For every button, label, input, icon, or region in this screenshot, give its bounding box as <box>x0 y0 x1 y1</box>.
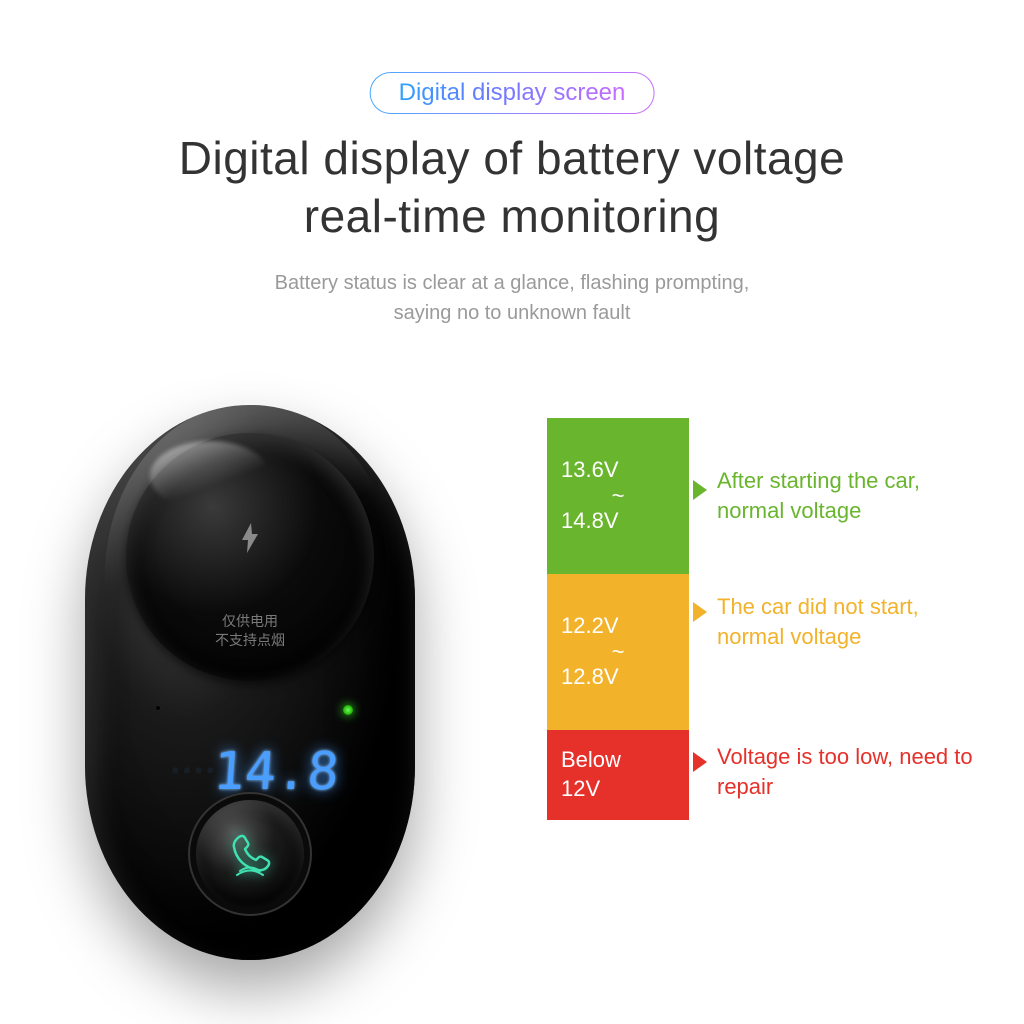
feature-badge-text: Digital display screen <box>399 79 626 106</box>
subheading: Battery status is clear at a glance, fla… <box>0 268 1024 328</box>
voltage-caption: Voltage is too low, need to repair <box>717 742 977 801</box>
voltage-range-bottom: 12.8V <box>561 663 675 692</box>
call-button <box>196 800 304 908</box>
lightning-icon <box>240 523 260 560</box>
voltage-range-top: Below <box>561 746 675 775</box>
voltage-caption: After starting the car, normal voltage <box>717 466 977 525</box>
voltage-range-bottom: 12V <box>561 775 675 804</box>
subheading-line-2: saying no to unknown fault <box>0 298 1024 328</box>
headline: Digital display of battery voltage real-… <box>0 130 1024 245</box>
headline-line-1: Digital display of battery voltage <box>0 130 1024 188</box>
socket-label: 仅供电用 不支持点烟 <box>126 612 374 651</box>
subheading-line-1: Battery status is clear at a glance, fla… <box>0 268 1024 298</box>
range-tilde: ~ <box>561 641 675 663</box>
range-tilde: ~ <box>561 485 675 507</box>
feature-badge: Digital display screen <box>370 72 655 114</box>
headline-line-2: real-time monitoring <box>0 188 1024 246</box>
socket-label-l1: 仅供电用 <box>126 612 374 632</box>
arrow-right-icon <box>693 480 707 500</box>
voltage-caption: The car did not start, normal voltage <box>717 592 977 651</box>
microphone-dot <box>155 705 161 711</box>
phone-icon <box>227 831 273 877</box>
power-socket: 仅供电用 不支持点烟 <box>126 433 374 681</box>
voltage-segment: Below12VVoltage is too low, need to repa… <box>547 730 689 820</box>
voltage-value: 14.8 <box>211 742 340 802</box>
voltage-segment: 13.6V~14.8VAfter starting the car, norma… <box>547 418 689 574</box>
status-led <box>343 705 353 715</box>
device-illustration: 仅供电用 不支持点烟 ᠁14.8 <box>85 405 415 960</box>
voltage-segment: 12.2V~12.8VThe car did not start, normal… <box>547 574 689 730</box>
arrow-right-icon <box>693 602 707 622</box>
socket-label-l2: 不支持点烟 <box>126 631 374 651</box>
voltage-display: ᠁14.8 <box>82 723 418 803</box>
voltage-chart: 13.6V~14.8VAfter starting the car, norma… <box>547 418 689 820</box>
voltage-range-bottom: 14.8V <box>561 507 675 536</box>
voltage-range-top: 13.6V <box>561 456 675 485</box>
voltage-range-top: 12.2V <box>561 612 675 641</box>
arrow-right-icon <box>693 752 707 772</box>
